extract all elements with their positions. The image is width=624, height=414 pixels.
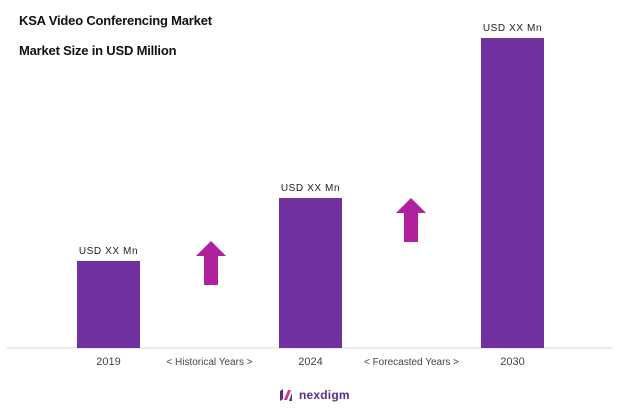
bar-2019 <box>77 261 140 348</box>
tick-label-2024: 2024 <box>298 356 322 368</box>
brand-logo: nexdigm <box>278 387 350 403</box>
chart-subtitle: Market Size in USD Million <box>19 43 177 58</box>
bar-2030 <box>481 38 544 348</box>
data-label-2024: USD XX Mn <box>281 183 340 194</box>
nexdigm-logo-icon <box>280 389 292 401</box>
growth-arrow-icon <box>196 241 226 285</box>
data-label-2030: USD XX Mn <box>483 23 542 34</box>
data-label-2019: USD XX Mn <box>79 246 138 257</box>
tick-label-2030: 2030 <box>500 356 524 368</box>
chart-title: KSA Video Conferencing Market <box>19 13 212 28</box>
bar-2024 <box>279 198 342 348</box>
period-label-2: < Forecasted Years > <box>364 357 459 368</box>
tick-label-2019: 2019 <box>96 356 120 368</box>
period-label-1: < Historical Years > <box>166 357 252 368</box>
growth-arrow-icon <box>396 198 426 242</box>
brand-name: nexdigm <box>299 388 350 402</box>
